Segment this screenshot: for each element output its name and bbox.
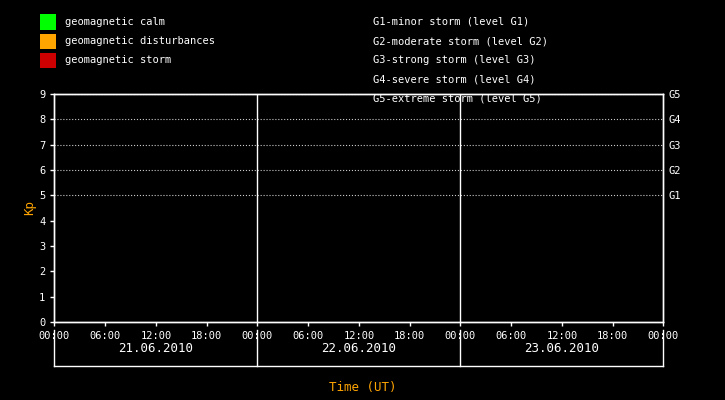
- Text: geomagnetic storm: geomagnetic storm: [65, 56, 172, 66]
- Text: G4-severe storm (level G4): G4-severe storm (level G4): [373, 74, 536, 85]
- Text: Time (UT): Time (UT): [328, 381, 397, 394]
- Text: geomagnetic calm: geomagnetic calm: [65, 17, 165, 27]
- Text: G2-moderate storm (level G2): G2-moderate storm (level G2): [373, 36, 548, 46]
- Text: 21.06.2010: 21.06.2010: [118, 342, 194, 354]
- Text: 22.06.2010: 22.06.2010: [321, 342, 397, 354]
- Text: G3-strong storm (level G3): G3-strong storm (level G3): [373, 56, 536, 66]
- Text: G5-extreme storm (level G5): G5-extreme storm (level G5): [373, 94, 542, 104]
- Y-axis label: Kp: Kp: [23, 200, 36, 216]
- Text: G1-minor storm (level G1): G1-minor storm (level G1): [373, 17, 530, 27]
- Text: 23.06.2010: 23.06.2010: [524, 342, 600, 354]
- Text: geomagnetic disturbances: geomagnetic disturbances: [65, 36, 215, 46]
